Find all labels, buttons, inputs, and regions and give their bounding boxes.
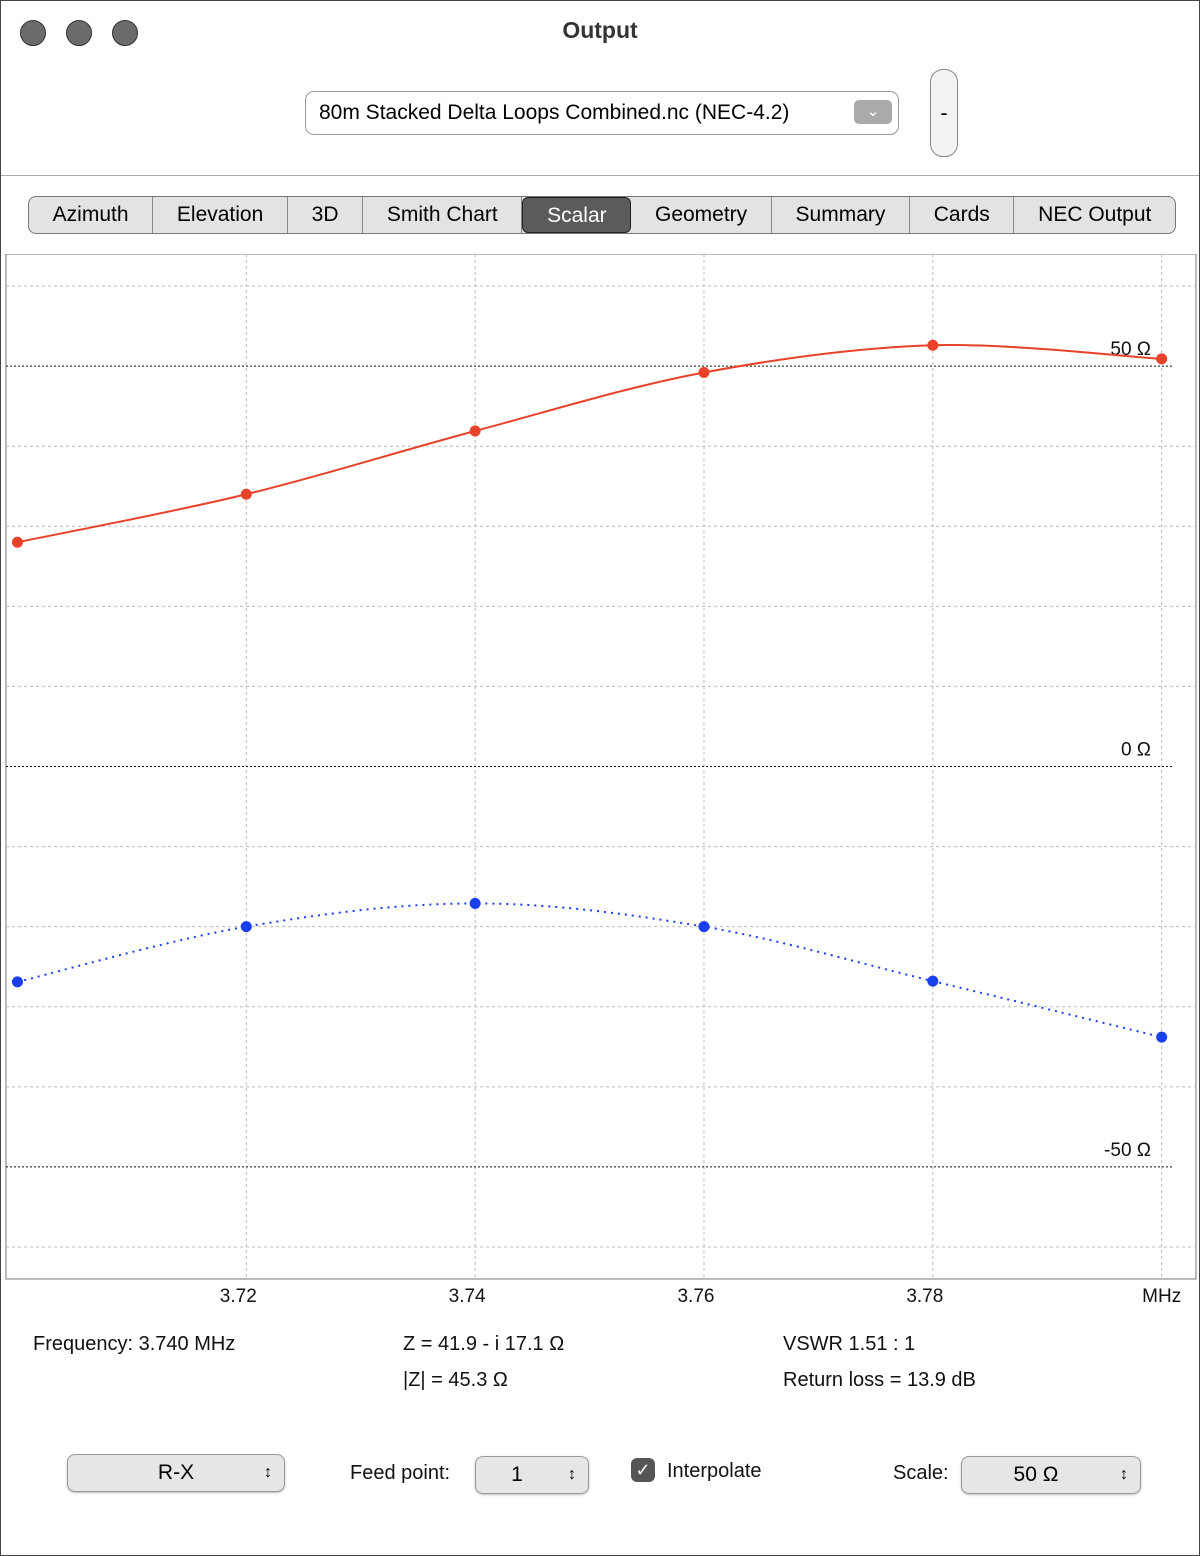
y-tick-label: 0 Ω [1121,740,1151,761]
scale-popup[interactable]: 50 Ω ↕ [961,1456,1141,1494]
x-tick-label: 3.76 [677,1286,714,1307]
interpolate-checkbox[interactable]: ✓ [631,1458,655,1482]
tab[interactable]: Smith Chart [363,197,523,233]
stepper[interactable]: - [930,69,958,157]
window-title: Output [562,17,638,43]
popup-arrow: ⌄ [854,100,892,124]
feed-value: 1 [511,1463,523,1486]
mode-value: R-X [157,1461,195,1484]
frequency-readout: Frequency: 3.740 MHz [33,1333,236,1355]
y-tick-label: -50 Ω [1104,1140,1151,1161]
data-point [240,488,252,500]
tab-bar: Azimuth Elevation 3D Smith Chart Scalar Geome… [28,196,1176,234]
minimize-button[interactable] [66,20,92,46]
file-popup[interactable]: 80m Stacked Delta Loops Combined.nc (NEC… [305,91,899,135]
mode-popup[interactable]: R-X ↕ [67,1454,285,1492]
data-point [698,367,710,379]
data-point [927,975,939,987]
x-tick-label: 3.74 [449,1286,486,1307]
data-point [1156,1031,1168,1043]
tab[interactable]: Azimuth [29,197,154,233]
data-point [11,536,23,548]
x-tick-label: 3.78 [906,1286,943,1307]
x-tick-label: MHz [1142,1286,1181,1307]
data-point [469,897,481,909]
close-button[interactable] [20,20,46,46]
x-tick-label: 3.72 [220,1286,257,1307]
tab[interactable]: Summary [772,197,911,233]
return-loss-readout: Return loss = 13.9 dB [783,1369,976,1391]
series-line [17,344,1162,544]
tab[interactable]: Elevation [153,197,288,233]
plot-frame [5,254,1197,1280]
separator [1,175,1199,176]
data-point [11,976,23,988]
data-point [927,339,939,351]
data-point [240,921,252,933]
data-point [469,425,481,437]
tab[interactable]: Geometry [631,197,772,233]
interpolate-label: Interpolate [667,1460,762,1482]
tab[interactable]: 3D [288,197,364,233]
tab[interactable]: Scalar [522,197,632,233]
series-line [17,902,1162,1039]
vswr-readout: VSWR 1.51 : 1 [783,1333,916,1355]
scale-label: Scale: [893,1462,949,1484]
feed-popup[interactable]: 1 ↕ [475,1456,589,1494]
data-point [698,921,710,933]
file-name: 80m Stacked Delta Loops Combined.nc (NEC… [319,101,790,124]
scale-value: 50 Ω [1013,1463,1059,1486]
impedance-readout: Z = 41.9 - i 17.1 Ω [403,1333,565,1355]
abs-impedance-readout: |Z| = 45.3 Ω [403,1369,508,1391]
tab[interactable]: Cards [910,197,1015,233]
tab[interactable]: NEC Output [1038,203,1152,226]
feed-label: Feed point: [350,1462,451,1484]
data-point [1156,353,1168,365]
zoom-button[interactable] [112,20,138,46]
